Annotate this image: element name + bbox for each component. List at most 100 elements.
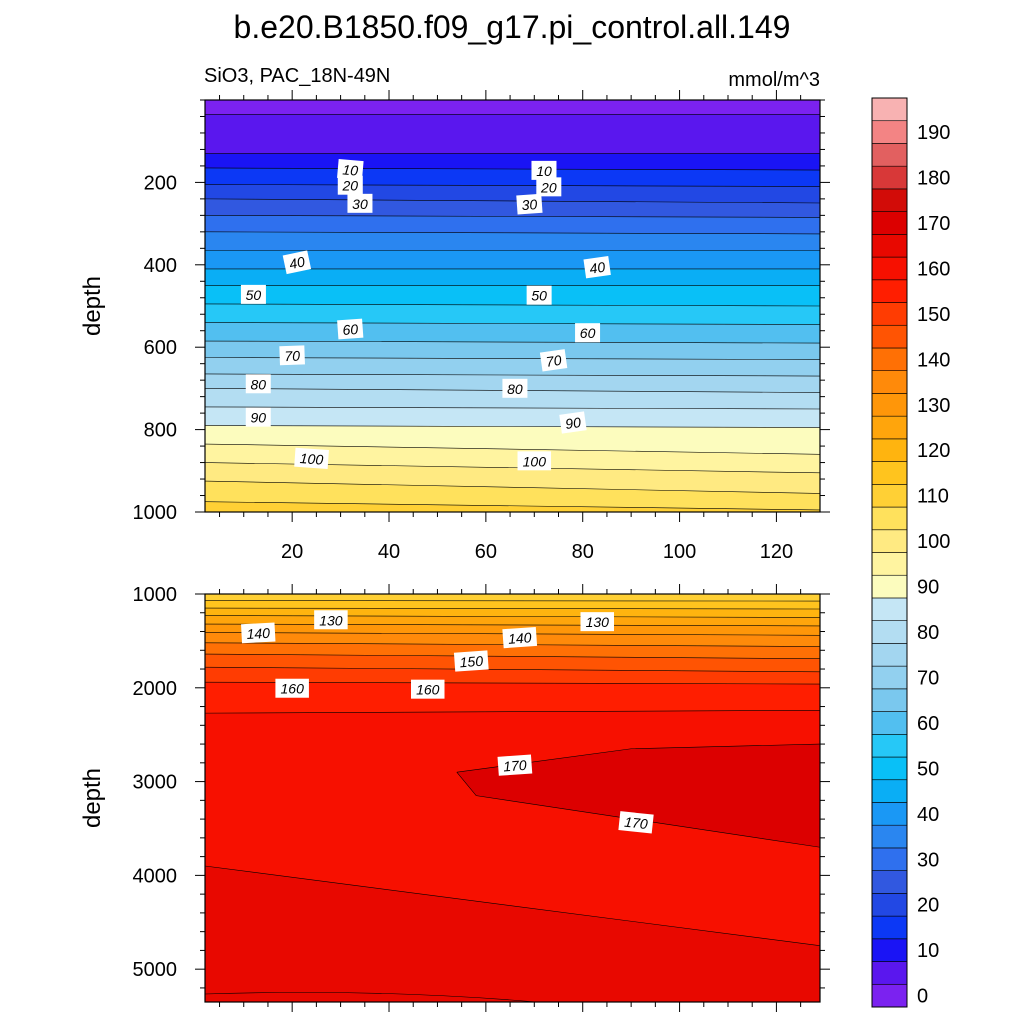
- colorbar-label: 20: [917, 895, 939, 917]
- colorbar-swatch: [871, 597, 908, 621]
- colorbar-swatch: [871, 802, 908, 826]
- contour-label-box: [279, 345, 305, 366]
- y-tick-label: 4000: [133, 865, 178, 887]
- contour-label-box: [526, 285, 552, 305]
- contour-label-text: 90: [564, 414, 582, 432]
- colorbar-swatch: [871, 756, 908, 781]
- colorbar-swatch: [871, 915, 908, 940]
- colorbar-swatch: [871, 824, 908, 849]
- colorbar-label: 110: [917, 486, 949, 508]
- panel-fill: [205, 594, 820, 1002]
- contour-label-text: 40: [588, 259, 606, 277]
- contour-label-text: 70: [545, 352, 563, 370]
- colorbar-swatch: [871, 415, 908, 440]
- colorbar-label: 150: [917, 304, 950, 326]
- colorbar-swatch: [871, 256, 908, 281]
- colorbar-swatch: [871, 234, 908, 258]
- contour-line: [205, 710, 820, 714]
- contour-label: 90: [559, 411, 587, 434]
- contour-line: [205, 653, 820, 660]
- colorbar-label: 170: [917, 213, 950, 235]
- colorbar-swatch: [871, 165, 908, 190]
- contour-label-text: 70: [284, 348, 300, 365]
- contour-line: [205, 425, 820, 428]
- colorbar-swatch: [871, 97, 908, 122]
- colorbar-swatch: [871, 438, 908, 462]
- colorbar-swatch: [871, 665, 908, 690]
- contour-label-text: 140: [508, 629, 533, 647]
- contour-label: 70: [539, 349, 568, 372]
- colorbar-swatch: [871, 461, 908, 485]
- panel-frame: [204, 99, 821, 513]
- contour-label-text: 80: [250, 376, 266, 392]
- contour-label-box: [531, 160, 557, 180]
- contour-label-box: [347, 193, 373, 213]
- contour-label: 150: [453, 650, 489, 672]
- colorbar: 0 10 20 30 40 50 60 70 80 90 100 110 120 130 140 150 160…: [871, 97, 950, 1008]
- colorbar-label: 40: [917, 804, 939, 826]
- contour-label: 100: [294, 447, 329, 469]
- colorbar-swatch: [871, 779, 908, 803]
- contour-line: [205, 322, 820, 325]
- colorbar-label: 80: [917, 622, 939, 644]
- contour-label-text: 80: [507, 381, 523, 397]
- contour-label-box: [539, 349, 568, 372]
- contour-label: 20: [337, 175, 363, 195]
- contour-label: 130: [314, 610, 348, 630]
- contour-label-box: [583, 256, 611, 279]
- y-tick-label: 1000: [133, 502, 178, 524]
- colorbar-swatch: [871, 620, 908, 644]
- colorbar-swatch: [871, 302, 908, 326]
- contour-label-text: 60: [342, 321, 359, 338]
- contour-label-text: 160: [416, 682, 440, 698]
- colorbar-swatch: [871, 643, 908, 667]
- contour-label-box: [337, 175, 363, 195]
- contour-label-text: 30: [521, 196, 538, 213]
- contour-label-text: 160: [280, 681, 304, 697]
- contour-line: [205, 501, 820, 511]
- colorbar-frame: [871, 97, 908, 1008]
- contour-line: [205, 623, 820, 627]
- contour-label: 30: [516, 193, 543, 215]
- y-axis-label: depth: [79, 768, 106, 828]
- contour-line: [205, 406, 820, 410]
- contour-label-box: [453, 650, 489, 672]
- contour-line: [205, 167, 820, 171]
- contour-label-box: [245, 407, 271, 427]
- figure-title: b.e20.B1850.f09_g17.pi_control.all.149: [234, 9, 791, 45]
- x-tick-label: 20: [281, 541, 303, 563]
- y-tick-label: 3000: [133, 772, 178, 794]
- contour-label: 10: [531, 160, 557, 180]
- contour-label: 60: [337, 318, 364, 340]
- contour-label: 60: [575, 323, 601, 343]
- x-tick-label: 100: [663, 541, 696, 563]
- colorbar-label: 0: [917, 986, 928, 1008]
- contour-label: 50: [240, 284, 266, 304]
- contour-label-text: 130: [319, 612, 343, 628]
- band-fill: [205, 501, 820, 512]
- band-fill: [205, 866, 820, 1002]
- colorbar-label: 30: [917, 849, 939, 871]
- contour-label-text: 170: [503, 757, 528, 775]
- x-tick-label: 60: [475, 541, 497, 563]
- contour-label-box: [275, 678, 309, 698]
- contour-label-text: 140: [246, 625, 270, 642]
- colorbar-label: 70: [917, 667, 939, 689]
- contour-label: 100: [517, 451, 552, 471]
- contour-label: 80: [245, 374, 271, 394]
- contour-line: [205, 992, 540, 1002]
- contour-label-box: [314, 610, 348, 630]
- y-axis-label: depth: [79, 276, 106, 336]
- contour-label-box: [580, 612, 614, 632]
- y-tick-label: 2000: [133, 678, 178, 700]
- contour-label-box: [618, 811, 654, 834]
- contour-label-box: [241, 622, 276, 644]
- contour-label-text: 20: [540, 179, 557, 195]
- contour-label-box: [411, 679, 445, 699]
- contour-label: 140: [241, 622, 276, 644]
- y-tick-label: 5000: [133, 959, 178, 981]
- colorbar-label: 160: [917, 258, 950, 280]
- contour-label: 90: [245, 407, 271, 427]
